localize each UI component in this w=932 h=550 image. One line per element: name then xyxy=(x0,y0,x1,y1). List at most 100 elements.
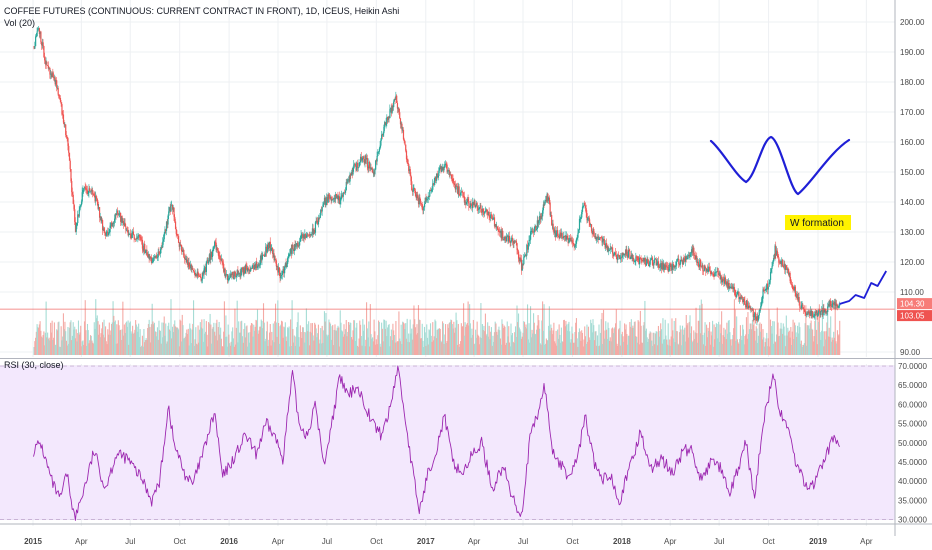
candle-body xyxy=(461,191,463,193)
candle-body xyxy=(44,60,47,65)
volume-bar xyxy=(650,332,652,355)
candle-body xyxy=(191,267,193,270)
volume-bar xyxy=(451,324,453,355)
candle-body xyxy=(245,265,247,268)
candle-body xyxy=(487,211,490,216)
volume-bar xyxy=(185,332,187,355)
volume-bar xyxy=(489,339,491,355)
candle-body xyxy=(507,236,509,242)
candle-body xyxy=(143,243,145,251)
volume-bar xyxy=(163,316,165,355)
candle-body xyxy=(241,267,244,270)
volume-bar xyxy=(305,332,307,355)
volume-bar xyxy=(689,315,691,355)
candle-body xyxy=(745,300,748,308)
volume-bar xyxy=(561,341,563,355)
volume-bar xyxy=(50,332,52,355)
volume-bar xyxy=(549,330,551,355)
volume-bar xyxy=(49,340,51,355)
rsi-tick-label: 65.0000 xyxy=(898,381,927,390)
candle-body xyxy=(105,232,107,236)
volume-bar xyxy=(247,332,250,355)
candle-body xyxy=(174,221,177,230)
volume-bar xyxy=(811,328,813,355)
volume-bar xyxy=(106,344,108,355)
volume-bar xyxy=(264,341,266,355)
volume-bar xyxy=(38,327,40,355)
candle-body xyxy=(753,316,755,318)
volume-bar xyxy=(751,329,753,355)
volume-bar xyxy=(353,320,355,355)
time-tick-label: Apr xyxy=(75,537,88,546)
volume-bar xyxy=(223,301,225,355)
candle-body xyxy=(599,237,602,239)
volume-bar xyxy=(350,322,352,355)
candle-body xyxy=(324,197,326,205)
volume-bar xyxy=(556,345,558,355)
volume-bar xyxy=(754,340,757,355)
volume-bar xyxy=(181,314,183,355)
candle-body xyxy=(484,211,487,212)
time-tick-label: 2016 xyxy=(220,537,238,546)
candle-body xyxy=(122,220,124,223)
candle-body xyxy=(210,251,212,260)
candle-body xyxy=(583,202,585,207)
candle-body xyxy=(396,102,399,109)
volume-bar xyxy=(219,334,221,355)
volume-bar xyxy=(499,330,501,355)
candle-body xyxy=(35,35,37,37)
volume-bar xyxy=(354,340,356,355)
volume-bar xyxy=(168,322,170,355)
candle-body xyxy=(256,266,259,268)
candle-body xyxy=(294,244,296,247)
volume-bar xyxy=(645,330,647,355)
candle-body xyxy=(742,298,744,302)
volume-bar xyxy=(157,339,159,355)
volume-bar xyxy=(100,333,102,355)
volume-bar xyxy=(503,325,505,355)
volume-bar xyxy=(557,338,559,355)
candle-body xyxy=(151,261,153,263)
volume-bar xyxy=(704,322,706,355)
candle-body xyxy=(418,197,420,205)
volume-bar xyxy=(572,342,574,355)
volume-bar xyxy=(803,343,805,355)
candle-body xyxy=(787,269,789,270)
candle-body xyxy=(186,259,189,265)
candle-body xyxy=(332,199,334,201)
candle-body xyxy=(376,155,378,162)
candle-body xyxy=(109,225,111,233)
volume-bar xyxy=(62,336,64,355)
volume-bar xyxy=(376,344,378,355)
volume-bar xyxy=(216,319,218,355)
volume-bar xyxy=(786,335,788,355)
candle-body xyxy=(145,249,147,251)
volume-bar xyxy=(378,322,380,355)
volume-bar xyxy=(439,329,441,355)
volume-bar xyxy=(156,327,159,355)
candle-body xyxy=(502,230,504,240)
volume-bar xyxy=(624,323,626,355)
candle-body xyxy=(663,264,665,270)
volume-bar xyxy=(572,333,574,355)
candle-body xyxy=(411,181,413,191)
candle-body xyxy=(434,176,436,181)
candle-body xyxy=(107,231,109,236)
candle-body xyxy=(168,211,170,216)
volume-bar xyxy=(410,333,412,355)
volume-bar xyxy=(320,343,322,355)
volume-bar xyxy=(420,338,423,355)
volume-bar xyxy=(347,322,350,355)
candle-body xyxy=(612,253,614,256)
volume-bar xyxy=(580,340,582,355)
candle-body xyxy=(321,207,323,212)
volume-bar xyxy=(639,310,641,355)
candle-body xyxy=(751,309,754,311)
candle-body xyxy=(490,214,493,216)
volume-bar xyxy=(271,340,274,355)
volume-bar xyxy=(510,323,512,355)
candle-body xyxy=(297,245,299,247)
candle-body xyxy=(517,249,519,252)
candle-body xyxy=(422,209,424,211)
volume-bar xyxy=(291,300,293,355)
